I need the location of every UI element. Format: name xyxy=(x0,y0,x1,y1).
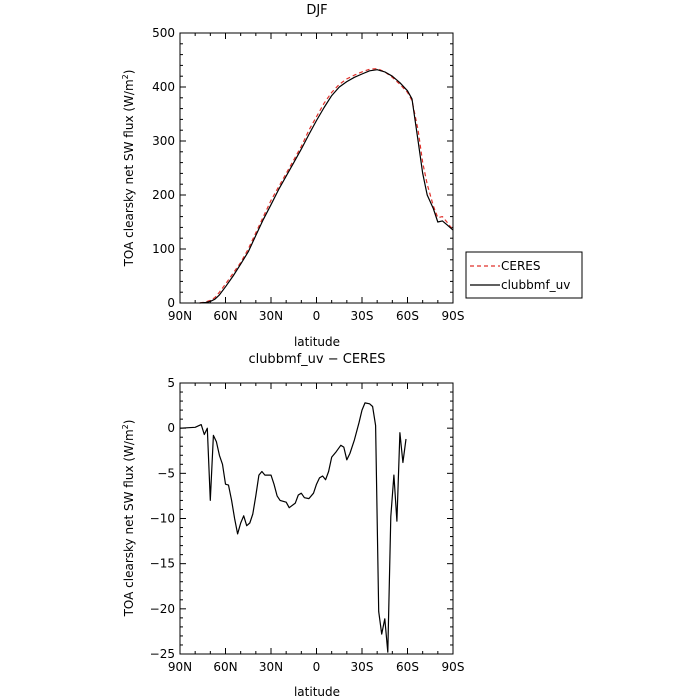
difference-chart-y-tick-label: −25 xyxy=(150,647,175,661)
difference-chart-frame xyxy=(179,382,454,655)
difference-chart: clubbmf_uv − CERES 90N 60N 30N 0 30S 60S 90S 5 0… xyxy=(121,352,464,699)
flux-chart-y-tick-label: 400 xyxy=(152,80,175,94)
flux-chart-title: DJF xyxy=(306,3,327,18)
legend-label-ceres: CERES xyxy=(501,259,541,273)
difference-chart-x-tick-label: 90S xyxy=(442,660,465,674)
legend-box xyxy=(465,251,583,299)
flux-chart-y-tick-label: 100 xyxy=(152,242,175,256)
flux-chart-legend: CERES clubbmf_uv xyxy=(465,251,583,299)
flux-chart-series-line-clubbmf-uv xyxy=(199,69,454,304)
flux-chart-y-axis-label: TOA clearsky net SW flux (W/m2) xyxy=(121,70,136,268)
difference-chart-y-axis-label: TOA clearsky net SW flux (W/m2) xyxy=(121,420,136,618)
flux-chart-series-line-ceres xyxy=(199,68,454,304)
difference-chart-title: clubbmf_uv − CERES xyxy=(248,352,385,367)
difference-chart-x-tick-label: 30N xyxy=(259,660,283,674)
difference-chart-x-axis-label: latitude xyxy=(294,685,340,699)
flux-chart-x-tick-label: 0 xyxy=(313,309,321,323)
difference-chart-y-tick-label: −20 xyxy=(150,602,175,616)
difference-chart-x-tick-label: 0 xyxy=(313,660,321,674)
flux-chart-plot-area: 90N 60N 30N 0 30S 60S 90S 0 100 200 300 400 500 xyxy=(152,26,464,323)
flux-chart-x-tick-label: 30S xyxy=(351,309,374,323)
difference-chart-x-tick-label: 90N xyxy=(168,660,192,674)
difference-chart-y-tick-label: −15 xyxy=(150,557,175,571)
flux-chart-y-tick-label: 300 xyxy=(152,134,175,148)
difference-chart-plot-area: 90N 60N 30N 0 30S 60S 90S 5 0 −5 −10 −15 −20 −25 xyxy=(150,376,465,674)
flux-chart-y-tick-label: 0 xyxy=(167,296,175,310)
difference-chart-series-line-0 xyxy=(179,402,407,653)
flux-chart-x-axis-label: latitude xyxy=(294,335,340,349)
flux-chart: DJF 90N 60N 30N 0 30S 60S 90S0100200300400500 … xyxy=(121,3,583,349)
legend-label-clubbmf-uv: clubbmf_uv xyxy=(501,278,570,292)
difference-chart-y-tick-label: 0 xyxy=(167,421,175,435)
flux-chart-x-tick-label: 60S xyxy=(396,309,419,323)
flux-chart-x-tick-label: 90S xyxy=(442,309,465,323)
difference-chart-y-tick-label: 5 xyxy=(167,376,175,390)
flux-chart-y-tick-label: 200 xyxy=(152,188,175,202)
flux-chart-frame xyxy=(179,32,454,304)
flux-chart-x-tick-label: 30N xyxy=(259,309,283,323)
difference-chart-y-tick-label: −5 xyxy=(157,466,175,480)
difference-chart-x-tick-label: 60S xyxy=(396,660,419,674)
difference-chart-x-tick-label: 30S xyxy=(351,660,374,674)
difference-chart-x-tick-label: 60N xyxy=(213,660,237,674)
difference-chart-y-tick-label: −10 xyxy=(150,512,175,526)
flux-chart-x-tick-label: 60N xyxy=(213,309,237,323)
flux-chart-x-tick-label: 90N xyxy=(168,309,192,323)
flux-chart-y-tick-label: 500 xyxy=(152,26,175,40)
